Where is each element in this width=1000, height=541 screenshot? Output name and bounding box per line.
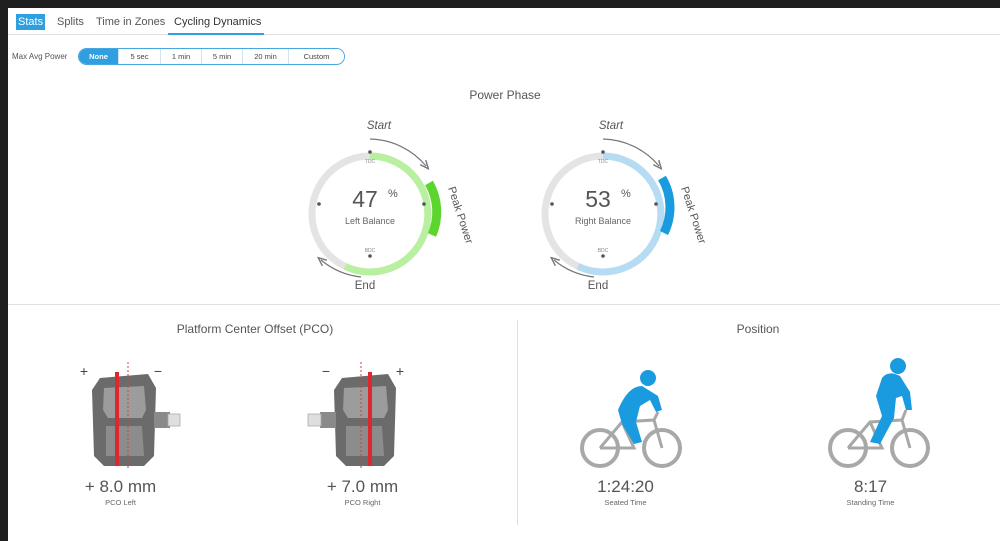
right-balance-unit: % [621, 188, 631, 200]
left-dot-w [317, 202, 321, 206]
pco-title: Platform Center Offset (PCO) [176, 322, 334, 336]
left-power-phase-gauge: Start End Peak Power TDC BDC 47 % Left B… [308, 120, 475, 292]
right-end-arrow [554, 260, 595, 278]
active-tab-indicator [168, 33, 264, 35]
right-tdc-dot [601, 150, 605, 154]
max-avg-power-label: Max Avg Power [12, 52, 68, 61]
left-balance-value: 47 [352, 186, 378, 212]
left-dot-e [422, 202, 426, 206]
section-divider [8, 304, 1000, 305]
standing-time-label: Standing Time [846, 498, 895, 507]
tab-stats[interactable]: Stats [16, 14, 46, 30]
pco-left-minus: − [154, 363, 162, 379]
left-end-arrow [321, 260, 362, 278]
right-start-label: Start [599, 120, 624, 132]
right-balance-label: Right Balance [575, 216, 631, 226]
tab-splits[interactable]: Splits [57, 16, 84, 28]
right-end-label: End [588, 280, 608, 292]
left-start-arrow [369, 138, 426, 166]
right-peak-phase-arc [658, 175, 675, 235]
standing-time-value: 8:17 [853, 477, 888, 496]
right-balance-value: 53 [585, 186, 611, 212]
pco-right-label: PCO Right [344, 498, 381, 507]
tab-bar: Stats Splits Time in Zones Cycling Dynam… [8, 8, 1000, 35]
right-dot-e [654, 202, 658, 206]
left-tdc-label: TDC [365, 159, 376, 165]
cycling-dynamics-page: Stats Splits Time in Zones Cycling Dynam… [8, 8, 1000, 541]
left-phase-arc [343, 152, 432, 276]
right-power-phase-gauge: Start End Peak Power TDC BDC 53 % Right … [541, 120, 708, 292]
power-phase-graphics: Start End Peak Power TDC BDC 47 % Left B… [308, 120, 708, 292]
right-phase-arc [576, 152, 665, 276]
right-peak-power-label: Peak Power [678, 185, 708, 245]
power-phase-title: Power Phase [469, 88, 541, 102]
left-tdc-dot [368, 150, 372, 154]
max-avg-power-1min[interactable]: 1 min [161, 49, 202, 64]
left-bdc-label: BDC [365, 248, 376, 254]
left-balance-label: Left Balance [345, 216, 395, 226]
right-dot-w [550, 202, 554, 206]
pco-right-value: + 7.0 mm [326, 477, 399, 496]
pco-right-pedal-icon: − + [307, 362, 404, 468]
tab-time-in-zones[interactable]: Time in Zones [96, 16, 166, 28]
right-bdc-dot [601, 254, 605, 258]
pco-left-plus: + [80, 363, 88, 379]
seated-rider-icon [580, 370, 682, 468]
right-bdc-label: BDC [598, 248, 609, 254]
pco-right-plus: + [396, 363, 404, 379]
max-avg-power-none[interactable]: None [79, 49, 119, 64]
pco-left-value: + 8.0 mm [84, 477, 157, 496]
left-end-label: End [355, 280, 375, 292]
left-peak-phase-arc [425, 180, 442, 237]
max-avg-power-5min[interactable]: 5 min [202, 49, 243, 64]
max-avg-power-5sec[interactable]: 5 sec [119, 49, 161, 64]
pco-right-minus: − [322, 363, 330, 379]
column-divider [517, 320, 518, 525]
right-start-arrow [602, 138, 659, 166]
standing-rider-icon [828, 358, 930, 468]
tab-cycling-dynamics[interactable]: Cycling Dynamics [174, 16, 262, 28]
pco-left-label: PCO Left [105, 498, 136, 507]
position-title: Position [736, 322, 780, 336]
pco-graphics: + − − + [80, 362, 404, 468]
position-graphics [580, 358, 930, 468]
left-peak-power-label: Peak Power [445, 185, 475, 245]
left-bdc-dot [368, 254, 372, 258]
seated-time-value: 1:24:20 [597, 477, 654, 496]
left-balance-unit: % [388, 188, 398, 200]
right-tdc-label: TDC [598, 159, 609, 165]
pco-left-pedal-icon: + − [80, 362, 181, 468]
max-avg-power-custom[interactable]: Custom [289, 49, 344, 64]
max-avg-power-20min[interactable]: 20 min [243, 49, 289, 64]
left-start-label: Start [367, 120, 392, 132]
seated-time-label: Seated Time [604, 498, 647, 507]
max-avg-power-selector: None 5 sec 1 min 5 min 20 min Custom [78, 48, 345, 65]
